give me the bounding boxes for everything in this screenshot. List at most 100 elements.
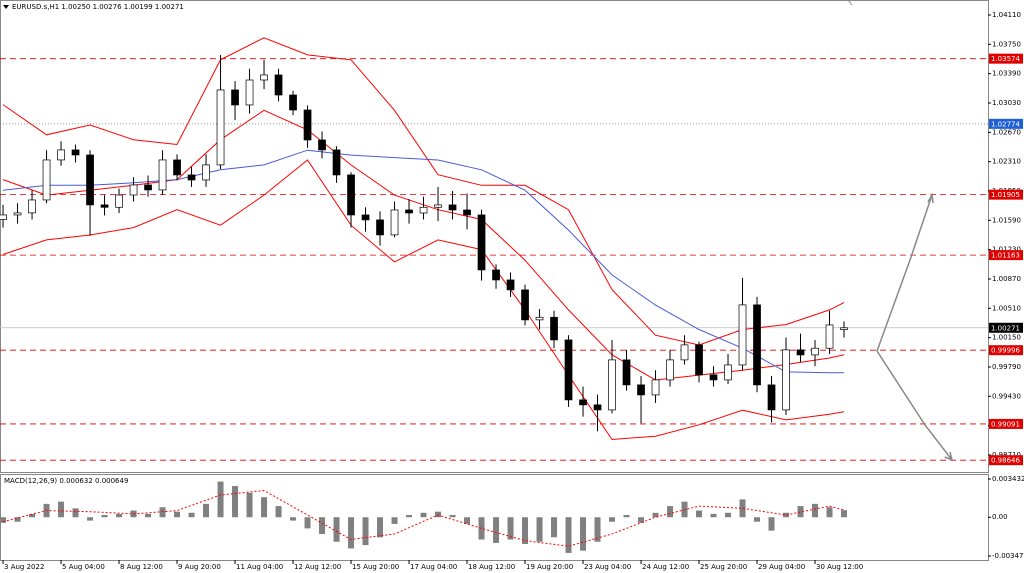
- candle-body: [86, 154, 94, 206]
- candle-body: [477, 214, 486, 271]
- candle-body: [303, 109, 312, 141]
- candle-body: [593, 404, 602, 411]
- macd-bar: [841, 510, 848, 518]
- candle-body: [260, 74, 268, 81]
- x-tick-label: 25 Aug 20:00: [700, 563, 747, 571]
- y-tick-label: 1.03750: [992, 40, 1021, 48]
- arrowhead: [927, 192, 934, 204]
- macd-bar: [667, 506, 674, 518]
- price-level-label: 0.99996: [991, 347, 1020, 355]
- macd-bar: [652, 512, 659, 518]
- macd-bar: [203, 503, 210, 518]
- macd-bar: [696, 510, 703, 518]
- candle-body: [796, 349, 805, 356]
- macd-bar: [493, 517, 500, 543]
- price-level-tag: [989, 189, 1023, 200]
- indicator-line: [2, 37, 845, 346]
- price-level-tag: [989, 250, 1023, 261]
- candle-body: [216, 89, 225, 166]
- candle-body: [506, 279, 515, 291]
- macd-bar: [420, 512, 427, 518]
- macd-bar: [29, 513, 36, 518]
- candle-body: [274, 74, 283, 96]
- candle-body: [231, 89, 239, 106]
- macd-bar: [145, 513, 152, 518]
- symbol-menu-icon[interactable]: [3, 5, 9, 9]
- macd-bar: [768, 517, 775, 531]
- macd-bar: [594, 517, 601, 542]
- macd-bar: [536, 517, 543, 542]
- macd-bar: [174, 511, 181, 518]
- candle-body: [811, 347, 819, 356]
- candle-body: [564, 339, 573, 401]
- price-level-label: 1.00271: [991, 324, 1020, 332]
- macd-bar: [406, 515, 413, 518]
- y-tick-label: 1.00870: [992, 275, 1021, 283]
- signal-line: [2, 489, 845, 547]
- macd-bar: [754, 517, 761, 522]
- price-level-label: 1.03574: [991, 55, 1020, 63]
- price-level-label: 0.99091: [991, 420, 1020, 428]
- candle-body: [419, 206, 428, 214]
- macd-bar: [812, 503, 819, 518]
- macd-bar: [435, 511, 442, 518]
- candle-body: [332, 149, 341, 176]
- x-tick-label: 19 Aug 20:00: [526, 563, 573, 571]
- macd-bar: [609, 517, 616, 522]
- macd-bar: [0, 517, 7, 523]
- candle-body: [666, 359, 674, 381]
- macd-bar: [275, 506, 282, 518]
- macd-bar: [362, 517, 369, 546]
- macd-bar: [507, 517, 514, 540]
- price-level-tag: [989, 455, 1023, 466]
- candle-body: [608, 359, 616, 411]
- macd-bar: [87, 517, 94, 521]
- price-level-label: 0.98646: [991, 457, 1020, 465]
- y-tick-label: -0.003478: [992, 552, 1024, 560]
- macd-bar: [464, 517, 471, 524]
- candle-body: [709, 374, 718, 381]
- candle-body: [28, 199, 36, 214]
- price-level-tag: [989, 118, 1023, 129]
- y-tick-label: 0.00: [992, 513, 1008, 521]
- macd-bar: [232, 486, 239, 518]
- y-tick-label: 0.98710: [992, 451, 1021, 459]
- candle-body: [550, 316, 558, 341]
- macd-bar: [565, 517, 572, 553]
- candle-body: [289, 94, 297, 111]
- candle-body: [622, 359, 631, 386]
- candle-body: [680, 344, 689, 361]
- candle-body: [57, 149, 65, 161]
- macd-bar: [319, 517, 326, 534]
- candle-body: [434, 204, 442, 208]
- y-tick-label: 0.99790: [992, 363, 1021, 371]
- macd-bar: [217, 481, 224, 518]
- macd-bar: [739, 499, 746, 518]
- x-tick-label: 3 Aug 2022: [4, 563, 44, 571]
- y-tick-label: 1.00150: [992, 334, 1021, 342]
- candle-body: [825, 324, 834, 349]
- x-tick-label: 15 Aug 20:00: [352, 563, 399, 571]
- y-tick-label: 1.02670: [992, 128, 1021, 136]
- indicator-line: [2, 159, 845, 441]
- x-tick-label: 12 Aug 12:00: [294, 563, 341, 571]
- macd-bar: [290, 517, 297, 521]
- candle-body: [463, 209, 471, 216]
- candle-body: [71, 149, 80, 156]
- macd-bar: [783, 512, 790, 518]
- macd-bar: [725, 512, 732, 518]
- macd-bar: [826, 507, 833, 518]
- candle-body: [318, 139, 326, 151]
- y-tick-label: 1.03030: [992, 99, 1021, 107]
- candle-body: [245, 79, 254, 106]
- x-tick-label: 9 Aug 20:00: [178, 563, 221, 571]
- macd-bar: [710, 513, 717, 518]
- x-tick-label: 30 Aug 12:00: [816, 563, 863, 571]
- macd-bar: [623, 515, 630, 518]
- price-level-tag: [989, 322, 1023, 333]
- macd-title: MACD(12,26,9) 0.000632 0.000649: [4, 477, 128, 485]
- y-tick-label: 1.01590: [992, 216, 1021, 224]
- candle-body: [448, 204, 457, 211]
- candle-body: [100, 204, 109, 208]
